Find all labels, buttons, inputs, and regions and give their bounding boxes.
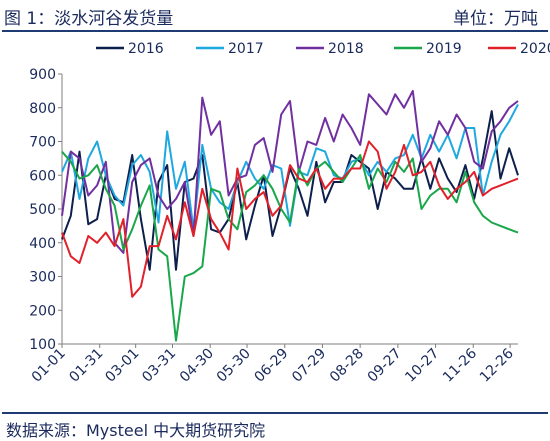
series-line-2020 bbox=[61, 140, 519, 298]
x-tick-label: 01-31 bbox=[66, 346, 106, 386]
x-tick-label: 03-31 bbox=[139, 346, 179, 386]
legend-label-2020: 2020 bbox=[520, 41, 550, 57]
x-tick-label: 11-26 bbox=[440, 345, 480, 385]
legend-label-2018: 2018 bbox=[328, 41, 364, 57]
x-tick-label: 03-01 bbox=[102, 346, 142, 386]
figure-title: 图 1：淡水河谷发货量 bbox=[4, 9, 174, 29]
bottom-rule bbox=[2, 412, 548, 414]
legend-label-2016: 2016 bbox=[128, 41, 164, 57]
x-tick-label: 07-29 bbox=[289, 346, 329, 386]
x-tick-label: 08-28 bbox=[327, 346, 367, 386]
y-tick-label: 600 bbox=[29, 168, 56, 184]
legend-label-2019: 2019 bbox=[426, 41, 462, 57]
header-bar: 图 1：淡水河谷发货量 单位：万吨 bbox=[0, 0, 550, 34]
x-tick-label: 06-29 bbox=[251, 346, 291, 386]
x-tick-label: 05-30 bbox=[214, 346, 254, 386]
y-tick-label: 500 bbox=[29, 202, 56, 218]
x-tick-label: 10-27 bbox=[402, 346, 442, 386]
y-tick-label: 200 bbox=[29, 303, 56, 319]
series-line-2017 bbox=[61, 103, 519, 231]
y-tick-label: 300 bbox=[29, 270, 56, 286]
x-tick-label: 04-30 bbox=[177, 346, 217, 386]
y-tick-label: 700 bbox=[29, 135, 56, 151]
unit-label: 单位：万吨 bbox=[453, 9, 538, 29]
x-tick-label: 09-27 bbox=[365, 346, 405, 386]
y-tick-label: 400 bbox=[29, 236, 56, 252]
y-tick-label: 100 bbox=[29, 337, 56, 353]
top-rule bbox=[2, 30, 548, 32]
legend-label-2017: 2017 bbox=[228, 41, 264, 57]
y-tick-label: 800 bbox=[29, 101, 56, 117]
y-tick-label: 900 bbox=[29, 67, 56, 83]
x-tick-label: 12-26 bbox=[477, 345, 517, 385]
series-line-2018 bbox=[61, 89, 519, 254]
source-note: 数据来源：Mysteel 中大期货研究院 bbox=[6, 421, 266, 440]
